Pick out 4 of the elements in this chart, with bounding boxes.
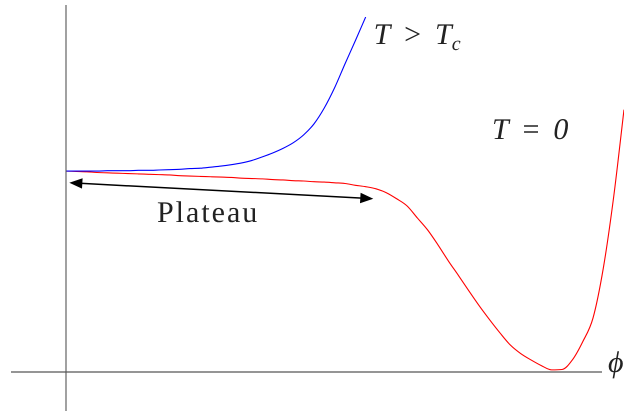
series-label: T = 0 [492, 112, 568, 146]
series-label: T > T$_{c}$ [374, 18, 461, 55]
annotation: Plateau [157, 196, 260, 229]
x-axis-title: ϕ [608, 346, 624, 379]
